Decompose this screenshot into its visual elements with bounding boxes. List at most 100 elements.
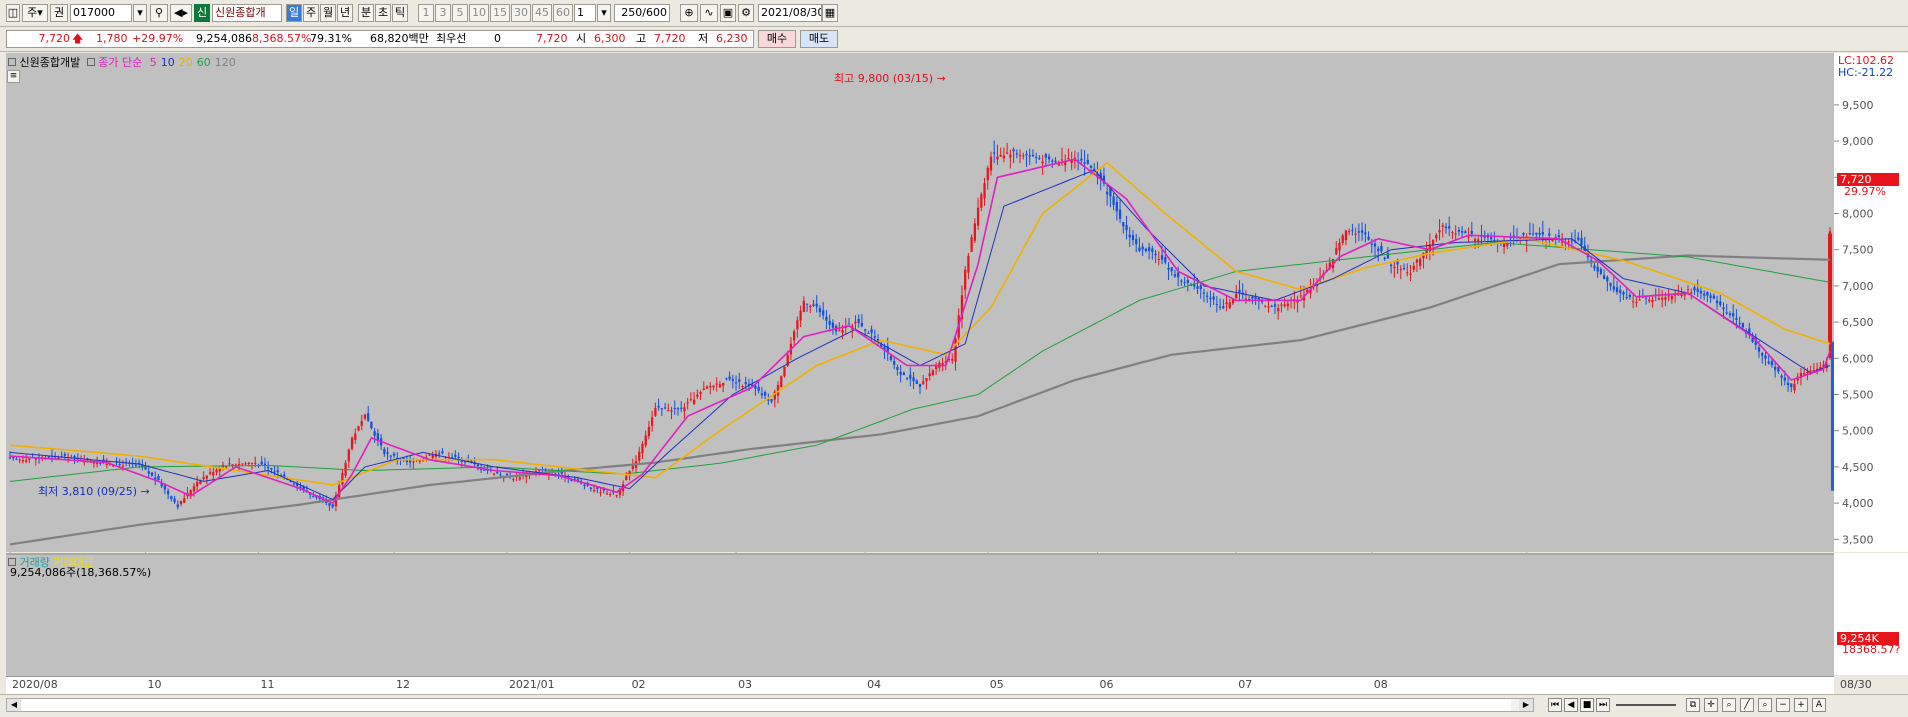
interval-input[interactable]: 1 xyxy=(574,4,596,22)
candle-body xyxy=(1180,280,1183,282)
candle-body xyxy=(793,331,796,341)
price-panel[interactable] xyxy=(6,53,1834,552)
buy-button[interactable]: 매수 xyxy=(758,30,796,48)
calendar-icon[interactable]: ▦ xyxy=(822,4,838,22)
candle-body xyxy=(741,386,744,388)
ma-line-10 xyxy=(9,169,1831,501)
save-icon[interactable]: ▣ xyxy=(720,4,736,22)
plus-icon[interactable]: + xyxy=(1794,698,1808,712)
nav-last-icon[interactable]: ⏭ xyxy=(1596,698,1610,712)
zoom-out-icon[interactable]: ⌕ xyxy=(1758,698,1772,712)
ma-legend-120[interactable]: 120 xyxy=(214,56,236,69)
ma-legend-60[interactable]: 60 xyxy=(196,56,211,69)
gear-icon[interactable]: ⚙ xyxy=(738,4,754,22)
candle-body xyxy=(1738,322,1741,324)
candle-body xyxy=(1528,233,1532,235)
best-qty: 0 xyxy=(494,32,501,45)
candle-body xyxy=(1060,159,1064,161)
candle-body xyxy=(1554,237,1557,239)
line-tool-icon[interactable]: ╱ xyxy=(1740,698,1754,712)
interval-button-1[interactable]: 1 xyxy=(418,4,434,22)
candle-body xyxy=(1251,296,1254,299)
interval-button-60[interactable]: 60 xyxy=(553,4,573,22)
candle-body xyxy=(596,487,599,490)
last-pct-tag: 29.97% xyxy=(1844,185,1886,198)
speaker-icon[interactable]: ◀▸ xyxy=(170,4,192,22)
nav-stop-icon[interactable]: ■ xyxy=(1580,698,1594,712)
period-button-5[interactable]: 초 xyxy=(375,4,391,22)
period-button-6[interactable]: 틱 xyxy=(392,4,408,22)
interval-button-45[interactable]: 45 xyxy=(532,4,552,22)
sell-button[interactable]: 매도 xyxy=(800,30,838,48)
candle-body xyxy=(986,167,989,181)
candle-body xyxy=(1722,307,1725,310)
candle-body xyxy=(709,386,712,388)
candle-body xyxy=(1451,232,1454,234)
candle-body xyxy=(1519,238,1522,240)
layout-icon[interactable]: ◫ xyxy=(6,4,20,22)
x-tick-label: 2021/01 xyxy=(508,678,555,691)
candle-body xyxy=(250,462,254,464)
nav-play-icon[interactable]: ◀ xyxy=(1564,698,1578,712)
search-icon[interactable]: ⚲ xyxy=(150,4,168,22)
candle-body xyxy=(809,305,812,307)
period-button-3[interactable]: 년 xyxy=(337,4,353,22)
candle-body xyxy=(751,384,754,387)
interval-button-3[interactable]: 3 xyxy=(435,4,451,22)
x-tick-label: 03 xyxy=(738,678,753,691)
font-size-icon[interactable]: A xyxy=(1812,698,1826,712)
candle-body xyxy=(1809,370,1812,372)
zoom-slider[interactable] xyxy=(1616,704,1676,706)
chevron-down-icon[interactable]: ▾ xyxy=(133,4,147,22)
chevron-down-icon[interactable]: ▾ xyxy=(597,4,611,22)
draw-icon[interactable]: ∿ xyxy=(700,4,718,22)
candle-body xyxy=(350,437,354,450)
candle-body xyxy=(1757,347,1761,352)
ma-legend-20[interactable]: 20 xyxy=(178,56,193,69)
crosshair-icon[interactable]: ✛ xyxy=(1704,698,1718,712)
horizontal-scrollbar[interactable]: ◀ ▶ xyxy=(6,698,1534,712)
candle-body xyxy=(1102,175,1106,184)
candle-body xyxy=(28,458,31,460)
scroll-thumb[interactable] xyxy=(21,699,1511,711)
candle-body xyxy=(592,490,596,492)
panel-menu-icon[interactable]: ≡ xyxy=(7,70,20,83)
candle-body xyxy=(773,391,776,400)
volume-panel[interactable] xyxy=(6,553,1834,677)
nav-first-icon[interactable]: ⏮ xyxy=(1548,698,1562,712)
code-input[interactable]: 017000 xyxy=(70,4,132,22)
count-input[interactable]: 250/600 xyxy=(614,4,670,22)
period-button-0[interactable]: 일 xyxy=(286,4,302,22)
candle-body xyxy=(802,300,805,312)
ma-legend-10[interactable]: 10 xyxy=(160,56,175,69)
interval-button-30[interactable]: 30 xyxy=(511,4,531,22)
period-kind-select[interactable]: 주▾ xyxy=(22,4,48,22)
interval-button-15[interactable]: 15 xyxy=(490,4,510,22)
indicator-icon[interactable]: ⊕ xyxy=(680,4,698,22)
candle-body xyxy=(841,330,844,333)
candle-body xyxy=(1248,299,1251,301)
candle-body xyxy=(1380,245,1383,252)
interval-button-10[interactable]: 10 xyxy=(469,4,489,22)
zoom-in-icon[interactable]: ⌕ xyxy=(1722,698,1736,712)
stock-name-field[interactable]: 신원종합개 xyxy=(212,4,282,22)
period-button-4[interactable]: 분 xyxy=(358,4,374,22)
candle-body xyxy=(1141,246,1144,250)
period-button-2[interactable]: 월 xyxy=(320,4,336,22)
candle-body xyxy=(854,321,857,324)
candle-body xyxy=(1199,285,1202,290)
minus-icon[interactable]: − xyxy=(1776,698,1790,712)
price-y-tick-label: 7,500 xyxy=(1842,244,1874,257)
candle-body xyxy=(922,381,925,384)
candle-body xyxy=(864,329,867,331)
interval-button-5[interactable]: 5 xyxy=(452,4,468,22)
date-input[interactable]: 2021/08/30 xyxy=(758,4,822,22)
candle-body xyxy=(47,456,50,458)
scroll-right-arrow[interactable]: ▶ xyxy=(1519,699,1533,711)
candle-body xyxy=(1351,229,1354,231)
copy-icon[interactable]: ⧉ xyxy=(1686,698,1700,712)
pick-button[interactable]: 권 xyxy=(50,4,68,22)
period-button-1[interactable]: 주 xyxy=(303,4,319,22)
ma-legend-5[interactable]: 5 xyxy=(149,56,157,69)
scroll-left-arrow[interactable]: ◀ xyxy=(7,699,21,711)
